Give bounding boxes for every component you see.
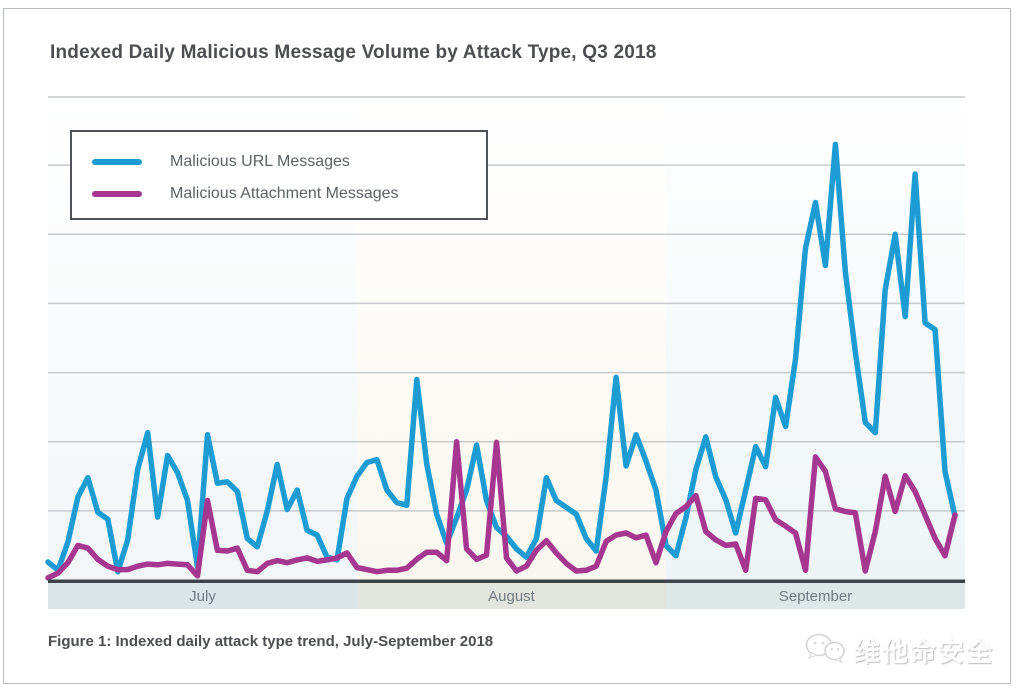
month-label: July [189, 587, 216, 605]
figure-caption: Figure 1: Indexed daily attack type tren… [48, 633, 494, 650]
month-band-september: September [665, 583, 965, 609]
legend-item: Malicious URL Messages [92, 146, 486, 178]
month-label: August [488, 587, 535, 605]
month-band-august: August [356, 583, 666, 609]
watermark-text: 维他命安全 [854, 637, 995, 667]
wechat-icon [804, 631, 846, 670]
legend-swatch-attachment [92, 191, 142, 197]
legend-label: Malicious Attachment Messages [170, 185, 399, 202]
legend-swatch-url [92, 159, 142, 165]
chart-title: Indexed Daily Malicious Message Volume b… [50, 42, 657, 63]
watermark: 维他命安全 [804, 631, 994, 670]
month-band-july: July [48, 583, 357, 609]
report-card: Indexed Daily Malicious Message Volume b… [3, 8, 1011, 684]
x-axis-month-bands: July August September [48, 583, 965, 609]
series-line-attachment [45, 438, 958, 581]
legend-label: Malicious URL Messages [170, 153, 350, 170]
chart-legend: Malicious URL Messages Malicious Attachme… [70, 130, 488, 220]
legend-item: Malicious Attachment Messages [92, 178, 486, 210]
month-label: September [778, 587, 853, 605]
